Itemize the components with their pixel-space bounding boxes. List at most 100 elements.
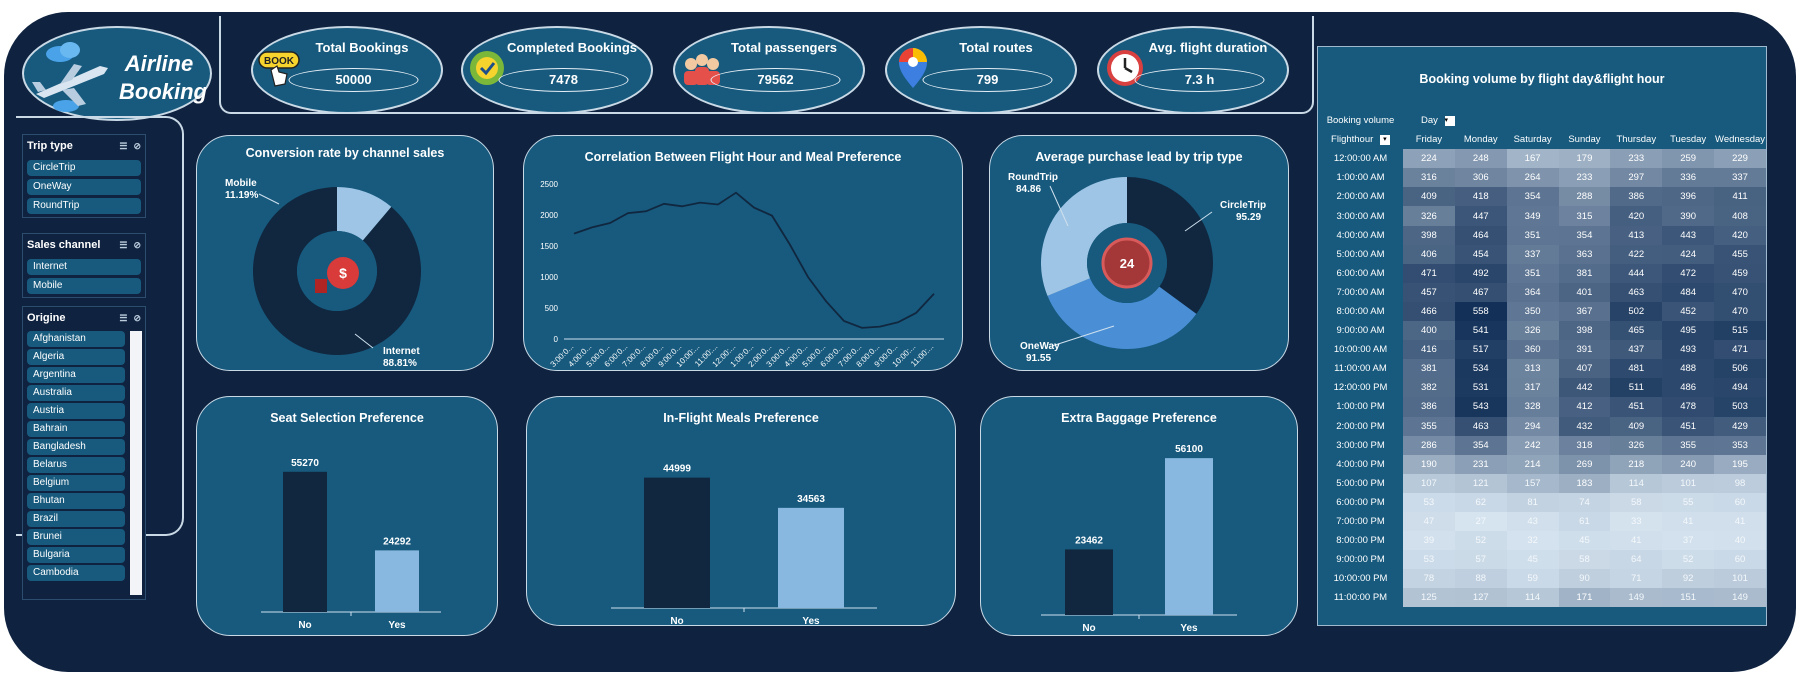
slicer-item[interactable]: Belgium bbox=[27, 475, 125, 491]
heatmap-column-header: Wednesday bbox=[1715, 134, 1766, 146]
heatmap-cell: 401 bbox=[1558, 282, 1611, 302]
slicer-item[interactable]: OneWay bbox=[27, 179, 141, 195]
heatmap-cell: 313 bbox=[1506, 359, 1559, 379]
heatmap-cell: 470 bbox=[1714, 282, 1766, 302]
row-filter-button[interactable]: ▾ bbox=[1379, 134, 1390, 145]
heatmap-cell: 125 bbox=[1403, 588, 1455, 608]
heatmap-cell: 218 bbox=[1610, 454, 1663, 474]
heatmap-cell: 502 bbox=[1610, 301, 1663, 322]
heatmap-cell: 259 bbox=[1662, 149, 1715, 169]
heatmap-cell: 45 bbox=[1506, 550, 1559, 570]
slicer-item[interactable]: RoundTrip bbox=[27, 198, 141, 214]
heatmap-row-header: 9:00:00 PM bbox=[1336, 554, 1385, 566]
bar bbox=[1165, 458, 1213, 615]
slicer-item[interactable]: Algeria bbox=[27, 349, 125, 365]
card-seat-selection: Seat Selection Preference 55270 No 24292 Ye… bbox=[196, 396, 498, 636]
kpi-label: Total routes bbox=[959, 40, 1033, 55]
slice-value: 84.86 bbox=[1016, 184, 1041, 195]
y-tick-label: 0 bbox=[554, 335, 559, 344]
slicer-item[interactable]: Internet bbox=[27, 259, 141, 275]
heatmap-row-header: 8:00:00 AM bbox=[1336, 305, 1385, 317]
heatmap-cell: 27 bbox=[1454, 511, 1507, 532]
heatmap-cell: 447 bbox=[1454, 206, 1507, 226]
kpi-label: Avg. flight duration bbox=[1148, 40, 1268, 55]
heatmap-cell: 391 bbox=[1558, 340, 1611, 360]
heatmap-cell: 349 bbox=[1506, 206, 1559, 226]
slicer-item[interactable]: Brunei bbox=[27, 529, 125, 545]
heatmap-cell: 454 bbox=[1454, 244, 1507, 264]
slicer-item[interactable]: Bangladesh bbox=[27, 439, 125, 455]
slice-value: 88.81% bbox=[383, 358, 417, 369]
heatmap-cell: 432 bbox=[1558, 416, 1611, 436]
heatmap-cell: 214 bbox=[1506, 454, 1559, 474]
check-badge-icon bbox=[470, 51, 504, 85]
slicer-item[interactable]: Bahrain bbox=[27, 421, 125, 437]
chart-title: Extra Baggage Preference bbox=[1061, 411, 1217, 425]
heatmap-cell: 360 bbox=[1506, 340, 1559, 360]
y-tick-label: 2000 bbox=[540, 211, 558, 220]
heatmap-cell: 33 bbox=[1610, 511, 1663, 532]
leader-line bbox=[1184, 211, 1213, 232]
clock-icon bbox=[1107, 50, 1143, 86]
column-filter-button[interactable]: ▾ bbox=[1444, 115, 1455, 126]
slicer-item[interactable]: Afghanistan bbox=[27, 331, 125, 347]
heatmap-row-header: 11:00:00 PM bbox=[1333, 592, 1388, 604]
heatmap-panel: Booking volume by flight day&flight hour… bbox=[1317, 46, 1767, 626]
heatmap-row-header: 10:00:00 PM bbox=[1333, 573, 1388, 585]
kpi-total-bookings: BOOK Total Bookings 50000 bbox=[251, 26, 443, 114]
slice-label: Internet bbox=[383, 346, 420, 357]
slicer-item[interactable]: CircleTrip bbox=[27, 160, 141, 176]
slicer-item[interactable]: Brazil bbox=[27, 511, 125, 527]
heatmap-cell: 517 bbox=[1454, 340, 1507, 360]
slicer-item[interactable]: Belarus bbox=[27, 457, 125, 473]
heatmap-row: 4:00:00 AM 398 464 351 354 413 443 420 bbox=[1318, 225, 1766, 245]
heatmap-cell: 464 bbox=[1454, 225, 1507, 245]
money-bag-icon: $ bbox=[315, 257, 359, 293]
heatmap-cell: 484 bbox=[1662, 282, 1715, 302]
clear-filter-icon[interactable]: ⊘ bbox=[133, 312, 141, 323]
heatmap-cell: 444 bbox=[1610, 263, 1663, 283]
slicer-item[interactable]: Mobile bbox=[27, 278, 141, 294]
card-conversion-rate: Conversion rate by channel sales $ Mobile… bbox=[196, 135, 494, 371]
heatmap-cell: 488 bbox=[1662, 359, 1715, 379]
kpi-value: 799 bbox=[922, 68, 1053, 92]
heatmap-cell: 413 bbox=[1610, 225, 1663, 245]
slicer-item[interactable]: Argentina bbox=[27, 367, 125, 383]
heatmap-cell: 354 bbox=[1506, 187, 1559, 207]
bar bbox=[1065, 549, 1113, 615]
multi-select-icon[interactable]: ☰ bbox=[119, 239, 128, 250]
heatmap-cell: 515 bbox=[1714, 321, 1766, 341]
clear-filter-icon[interactable]: ⊘ bbox=[133, 140, 141, 151]
multi-select-icon[interactable]: ☰ bbox=[119, 312, 128, 323]
slicer-title: Sales channel bbox=[27, 239, 101, 251]
donut-slice bbox=[253, 187, 421, 355]
clear-filter-icon[interactable]: ⊘ bbox=[133, 239, 141, 250]
slicer-item[interactable]: Australia bbox=[27, 385, 125, 401]
heatmap-cell: 543 bbox=[1454, 397, 1507, 417]
heatmap-cell: 60 bbox=[1714, 550, 1766, 570]
heatmap-cell: 233 bbox=[1610, 149, 1663, 169]
bar bbox=[778, 507, 844, 608]
meals-bar-chart: 44999 No 34563 Yes bbox=[611, 464, 877, 627]
multi-select-icon[interactable]: ☰ bbox=[119, 140, 128, 151]
slicer-item[interactable]: Bhutan bbox=[27, 493, 125, 509]
heatmap-cell: 471 bbox=[1403, 263, 1455, 283]
heatmap-cell: 478 bbox=[1662, 397, 1715, 417]
kpi-completed-bookings: Completed Bookings 7478 bbox=[461, 26, 653, 114]
y-tick-label: 2500 bbox=[540, 180, 558, 189]
clock-24h-icon bbox=[1101, 237, 1153, 289]
heatmap-row: 3:00:00 PM 286 354 242 318 326 355 353 bbox=[1318, 435, 1766, 455]
heatmap-cell: 386 bbox=[1403, 397, 1455, 417]
heatmap-cell: 297 bbox=[1610, 168, 1663, 188]
heatmap-cell: 58 bbox=[1558, 550, 1611, 570]
heatmap-cell: 190 bbox=[1403, 454, 1455, 474]
slicer-item[interactable]: Bulgaria bbox=[27, 547, 125, 563]
heatmap-cell: 171 bbox=[1558, 588, 1611, 608]
slicer-scrollbar[interactable] bbox=[130, 331, 142, 595]
slicer-item[interactable]: Cambodia bbox=[27, 565, 125, 581]
slice-label: OneWay bbox=[1020, 341, 1060, 352]
heatmap-cell: 451 bbox=[1662, 416, 1715, 436]
heatmap-cell: 396 bbox=[1662, 187, 1715, 207]
heatmap-column-header: Friday bbox=[1415, 134, 1443, 146]
slicer-item[interactable]: Austria bbox=[27, 403, 125, 419]
